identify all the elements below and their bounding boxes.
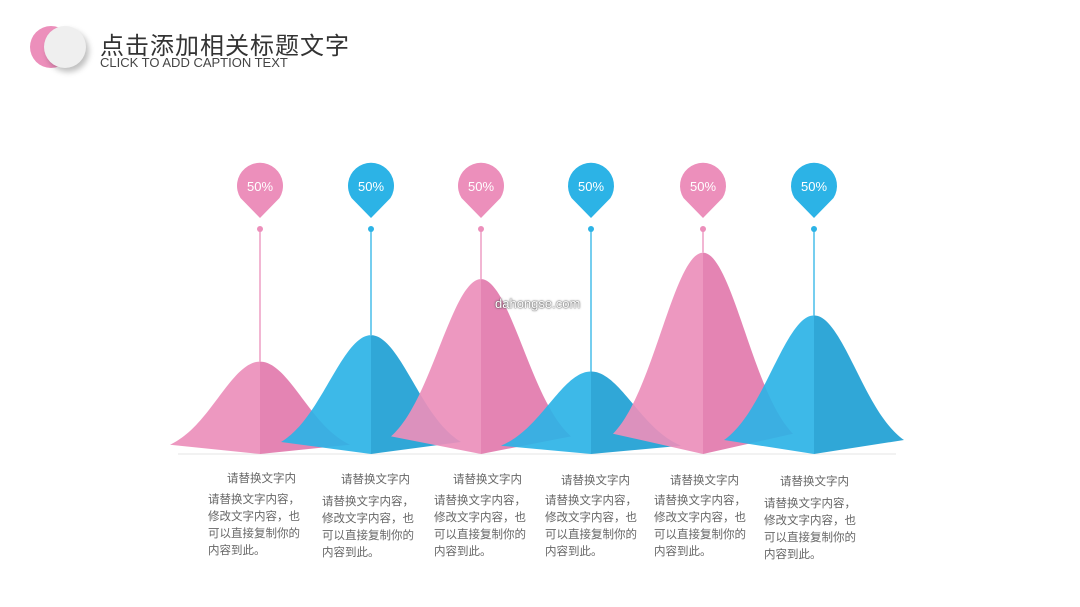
connector-dot-6 — [811, 226, 817, 232]
pin-badge-3 — [458, 162, 505, 218]
badge-label-1: 50% — [247, 179, 273, 194]
item-description-4: 请替换文字内容，修改文字内容，也可以直接复制你的内容到此。 — [545, 493, 637, 558]
pin-badge-5 — [680, 162, 726, 218]
bell-1-left — [170, 361, 260, 454]
watermark: dahongse.com — [495, 296, 581, 311]
item-caption-5: 请替换文字内 — [670, 473, 739, 487]
bell-6-left — [724, 315, 814, 454]
badge-label-3: 50% — [468, 179, 494, 194]
logo — [30, 24, 90, 70]
item-caption-1: 请替换文字内 — [227, 471, 296, 485]
item-description-1: 请替换文字内容，修改文字内容，也可以直接复制你的内容到此。 — [208, 492, 300, 557]
page-subtitle: CLICK TO ADD CAPTION TEXT — [100, 55, 288, 70]
item-caption-6: 请替换文字内 — [780, 474, 849, 488]
connector-dot-3 — [478, 226, 484, 232]
badge-label-4: 50% — [578, 179, 604, 194]
item-description-3: 请替换文字内容，修改文字内容，也可以直接复制你的内容到此。 — [434, 493, 526, 558]
bell-3-left — [391, 279, 481, 454]
connector-dot-2 — [368, 226, 374, 232]
item-description-2: 请替换文字内容，修改文字内容，也可以直接复制你的内容到此。 — [322, 494, 414, 559]
item-caption-4: 请替换文字内 — [561, 473, 630, 487]
bell-4-left — [501, 371, 591, 454]
bell-6-right — [814, 315, 904, 454]
pin-badge-6 — [791, 162, 837, 218]
bell-6 — [724, 315, 904, 454]
connector-dot-5 — [700, 226, 706, 232]
page-title: 点击添加相关标题文字 — [100, 32, 350, 60]
pin-badge-4 — [568, 162, 614, 218]
pin-badge-1 — [237, 162, 283, 218]
connector-dot-4 — [588, 226, 594, 232]
bell-2-left — [281, 335, 371, 454]
connector-dot-1 — [257, 226, 263, 232]
badge-label-5: 50% — [690, 179, 716, 194]
item-description-5: 请替换文字内容，修改文字内容，也可以直接复制你的内容到此。 — [654, 493, 746, 558]
bell-5-left — [613, 252, 703, 454]
item-caption-2: 请替换文字内 — [341, 472, 410, 486]
logo-white-circle — [44, 26, 86, 68]
item-caption-3: 请替换文字内 — [453, 472, 522, 486]
item-description-6: 请替换文字内容，修改文字内容，也可以直接复制你的内容到此。 — [764, 496, 856, 561]
badge-label-6: 50% — [801, 179, 827, 194]
badge-label-2: 50% — [358, 179, 384, 194]
pin-badge-2 — [348, 162, 394, 218]
